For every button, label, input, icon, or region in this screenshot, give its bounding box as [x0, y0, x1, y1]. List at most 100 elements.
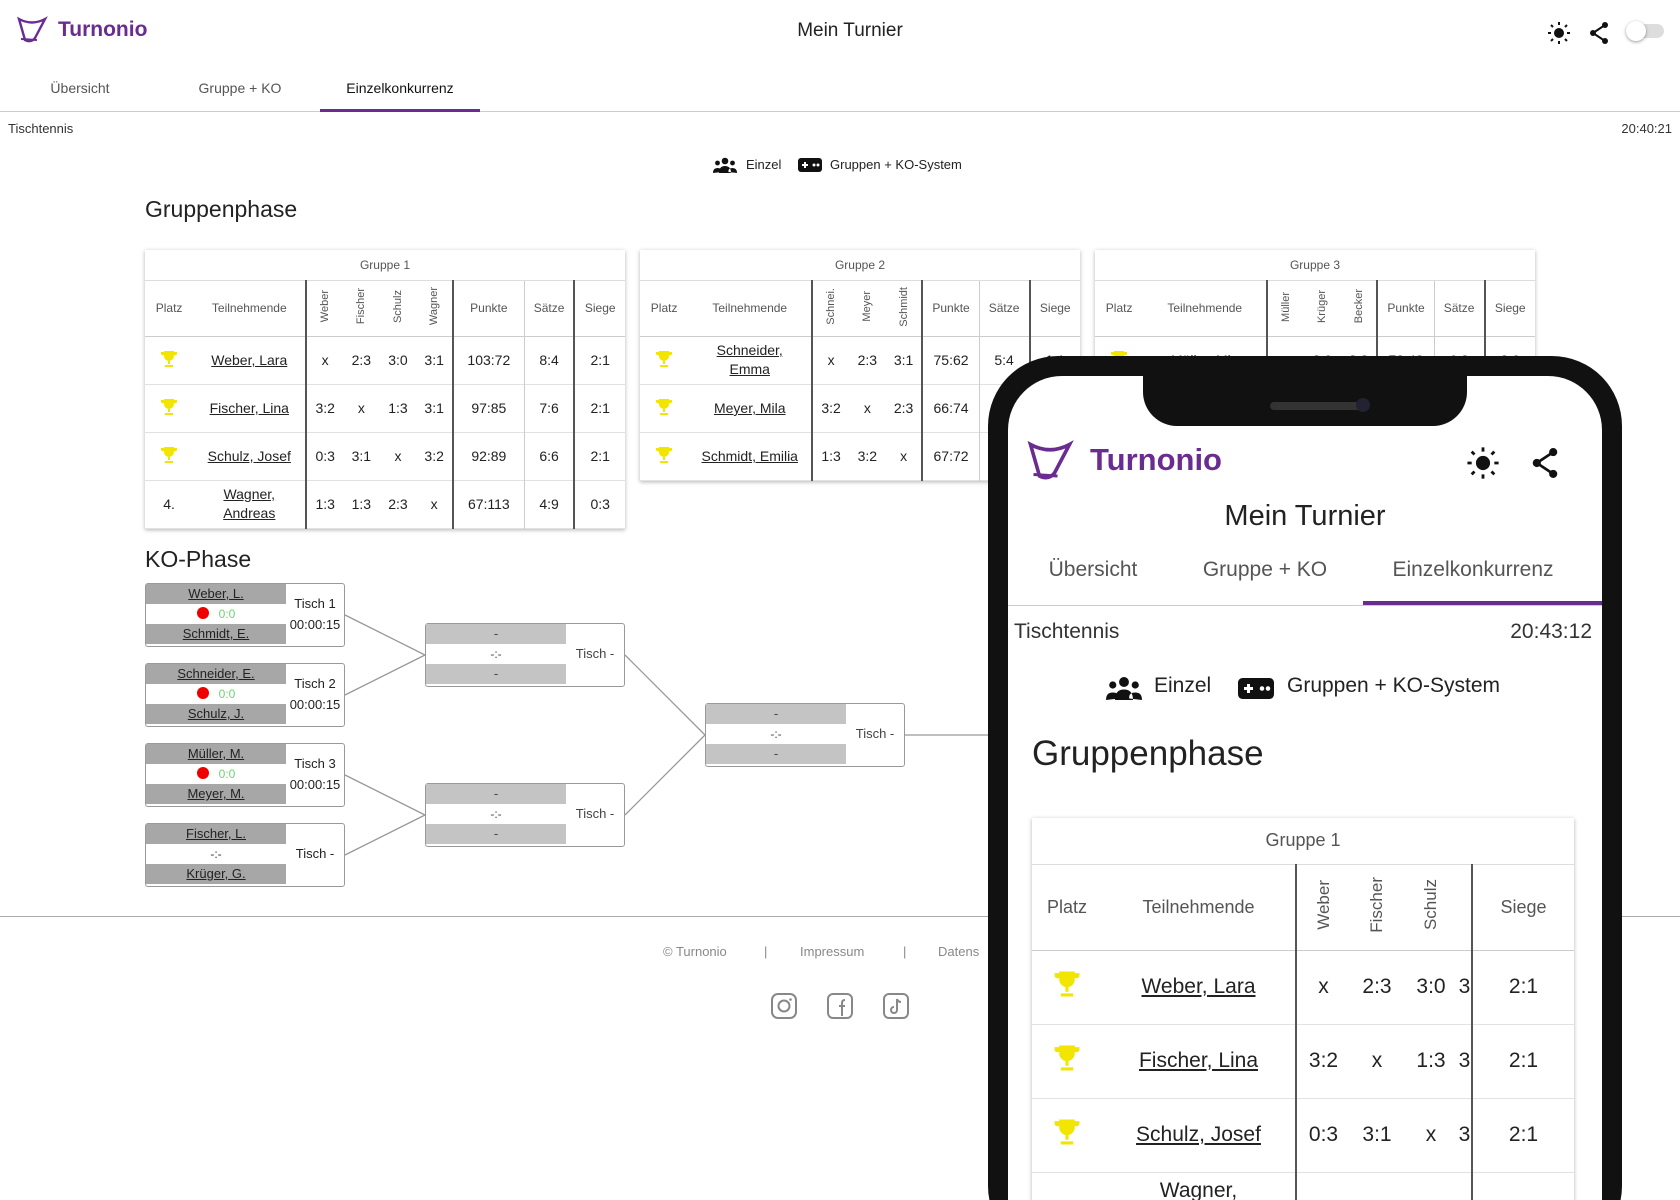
brand-name[interactable]: Turnonio	[58, 18, 148, 41]
tab-gruppe-ko[interactable]: Gruppe + KO	[1202, 558, 1328, 581]
player-link[interactable]: Weber, Lara	[1141, 975, 1256, 998]
tab-uebersicht[interactable]: Übersicht	[1048, 558, 1138, 581]
people-icon	[713, 157, 737, 178]
clock: 20:40:21	[1621, 121, 1672, 136]
switch-knob[interactable]	[1626, 21, 1646, 41]
theme-toggle-icon[interactable]	[1466, 446, 1500, 485]
ko-match[interactable]: Fischer, L. -:- Krüger, G. Tisch -	[145, 823, 345, 887]
match-table: Tisch -	[855, 726, 895, 741]
player-link[interactable]: Fischer, L.	[186, 826, 246, 841]
ko-match-pending[interactable]: - -:- - Tisch -	[425, 783, 625, 847]
col-teilnehmende: Teilnehmende	[688, 280, 813, 337]
live-indicator	[196, 767, 209, 779]
instagram-icon[interactable]	[770, 992, 798, 1025]
col-opponent: Schmidt	[897, 286, 910, 327]
player-link[interactable]: Schulz, Josef	[1136, 1123, 1261, 1146]
match-score: -:-	[490, 807, 502, 821]
col-punkte: Punkte	[451, 280, 525, 337]
group-title: Gruppe 2	[640, 250, 1080, 281]
footer-datenschutz-link[interactable]: Datens	[938, 944, 980, 959]
col-opponent: Wagner	[428, 287, 441, 326]
tab-gruppe-ko[interactable]: Gruppe + KO	[198, 80, 282, 96]
match-table: Tisch -	[295, 846, 335, 861]
player-link[interactable]: Fischer, Lina	[1138, 1049, 1259, 1072]
active-tab-indicator	[320, 109, 480, 112]
ko-match-pending[interactable]: - -:- - Tisch -	[425, 623, 625, 687]
tab-uebersicht[interactable]: Übersicht	[50, 80, 110, 96]
clock: 20:43:12	[1510, 620, 1592, 643]
player-link[interactable]: Schmidt, Emilia	[701, 448, 798, 464]
ko-match-pending[interactable]: - -:- - Tisch -	[705, 703, 905, 767]
match-score: -:-	[210, 847, 222, 861]
table-row: Wagner,	[1032, 1172, 1575, 1200]
col-siege: Siege	[1028, 280, 1080, 337]
group-phase-heading: Gruppenphase	[1032, 734, 1264, 773]
share-icon[interactable]	[1588, 21, 1610, 50]
col-opponent: Weber	[1313, 879, 1333, 930]
mode-system: Gruppen + KO-System	[830, 157, 962, 172]
player-link[interactable]: Schmidt, E.	[182, 626, 250, 641]
siege-cell: 0:3	[573, 480, 625, 528]
player-link[interactable]: Wagner, Andreas	[223, 486, 276, 521]
tiktok-icon[interactable]	[882, 992, 910, 1025]
footer-impressum-link[interactable]: Impressum	[800, 944, 865, 959]
theme-toggle-icon[interactable]	[1547, 21, 1571, 50]
player-link[interactable]: Wagner,	[1159, 1178, 1238, 1200]
result-cell: 2:3	[857, 352, 878, 368]
facebook-icon[interactable]	[826, 992, 854, 1025]
tab-einzelkonkurrenz[interactable]: Einzelkonkurrenz	[346, 80, 454, 96]
match-score: 0:0	[218, 687, 236, 701]
player-link[interactable]: Krüger, G.	[186, 866, 246, 881]
col-opponent: Schulz	[1421, 878, 1440, 931]
col-punkte: Punkte	[1376, 280, 1435, 337]
result-cell: 3:2	[811, 384, 849, 432]
player-slot: -	[426, 784, 566, 804]
result-cell: 3:1	[893, 352, 914, 368]
result-cell: x	[900, 448, 908, 464]
match-timer: 00:00:15	[289, 617, 341, 632]
col-platz: Platz	[640, 280, 689, 337]
saetze-cell: 7:6	[523, 384, 575, 432]
player-link[interactable]: Schneider, Emma	[716, 342, 783, 377]
mode-system: Gruppen + KO-System	[1287, 674, 1501, 697]
share-icon[interactable]	[1530, 446, 1560, 485]
siege-cell: 2:1	[1470, 1098, 1575, 1172]
player-link[interactable]: Müller, M.	[187, 746, 245, 761]
player-link[interactable]: Schulz, J.	[187, 706, 245, 721]
result-cell: 3:2	[305, 384, 343, 432]
trophy-icon	[1054, 1119, 1080, 1145]
col-platz: Platz	[1032, 864, 1102, 951]
active-tab-indicator	[1363, 601, 1602, 605]
player-link[interactable]: Fischer, Lina	[209, 400, 289, 416]
match-table: Tisch 2	[294, 676, 336, 691]
mode-type: Einzel	[746, 157, 782, 172]
player-link[interactable]: Meyer, Mila	[713, 400, 786, 416]
ko-match[interactable]: Müller, M. 0:0 Meyer, M. Tisch 3 00:00:1…	[145, 743, 345, 807]
punkte-cell: 66:74	[921, 384, 980, 432]
group-1-table: Gruppe 1 Platz Teilnehmende Weber Fische…	[1032, 818, 1575, 1200]
footer-divider	[0, 916, 1680, 917]
player-link[interactable]: Weber, Lara	[211, 352, 288, 368]
page-title: Mein Turnier	[797, 20, 903, 41]
ko-match[interactable]: Schneider, E. 0:0 Schulz, J. Tisch 2 00:…	[145, 663, 345, 727]
player-slot: -	[426, 824, 566, 844]
trophy-icon	[1054, 1045, 1080, 1071]
logo-icon[interactable]	[16, 16, 48, 44]
match-timer: 00:00:15	[289, 777, 341, 792]
tabs-divider	[1008, 605, 1602, 606]
result-cell: x	[430, 496, 438, 512]
ko-match[interactable]: Weber, L. 0:0 Schmidt, E. Tisch 1 00:00:…	[145, 583, 345, 647]
brand-name[interactable]: Turnonio	[1090, 442, 1222, 477]
result-cell: 3:2	[1295, 1024, 1350, 1098]
tab-einzelkonkurrenz[interactable]: Einzelkonkurrenz	[1392, 558, 1554, 581]
player-link[interactable]: Schneider, E.	[177, 666, 255, 681]
player-link[interactable]: Meyer, M.	[187, 786, 245, 801]
player-link[interactable]: Schulz, Josef	[207, 448, 291, 464]
logo-icon[interactable]	[1026, 440, 1074, 487]
col-opponent: Schulz	[391, 289, 404, 324]
gamepad-icon	[798, 158, 822, 177]
col-opponent: Müller	[1280, 291, 1293, 322]
col-saetze: Sätze	[1433, 280, 1485, 337]
result-cell: 1:3	[351, 496, 372, 512]
player-link[interactable]: Weber, L.	[188, 586, 244, 601]
